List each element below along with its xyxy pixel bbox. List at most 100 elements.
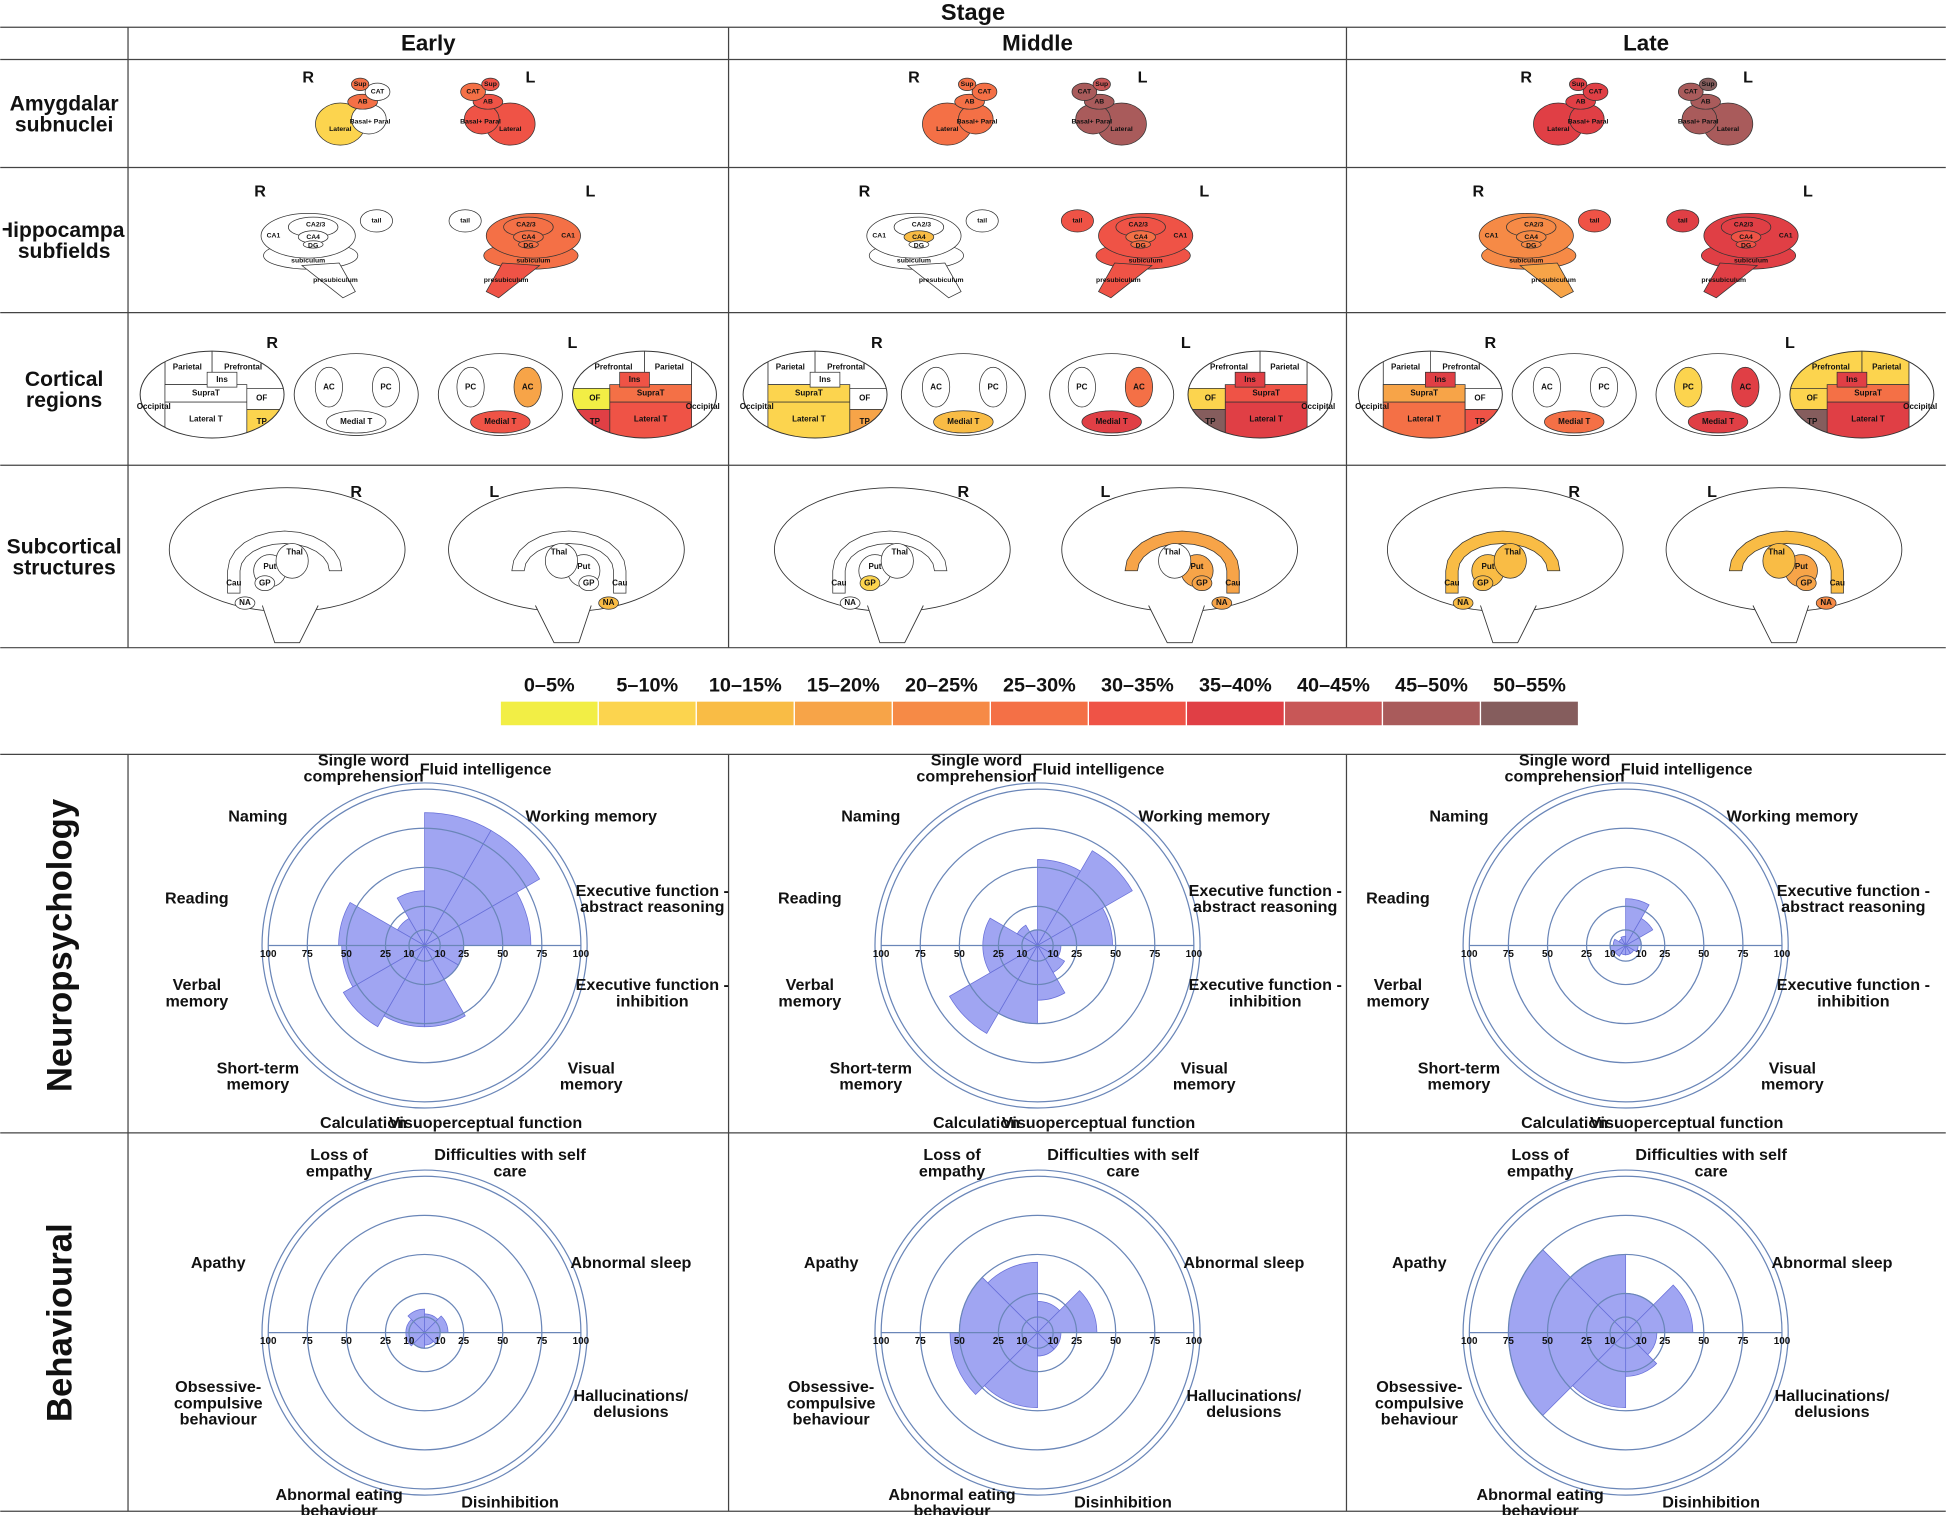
region-label: Ins bbox=[1434, 375, 1446, 384]
category-label: Verbal memory bbox=[766, 971, 853, 1016]
region-label: Prefrontal bbox=[1812, 362, 1850, 371]
brainstem bbox=[262, 606, 318, 643]
side-label: L bbox=[1101, 483, 1111, 501]
region-label: Sup bbox=[961, 81, 974, 88]
region-label: GP bbox=[864, 578, 876, 587]
category-label-box: Verbal memory bbox=[1355, 971, 1442, 1016]
region-label: tail bbox=[372, 218, 382, 225]
side-label: R bbox=[1520, 68, 1532, 86]
brain-region bbox=[138, 345, 165, 444]
region-label: AC bbox=[1740, 382, 1752, 391]
side-label: L bbox=[567, 334, 577, 352]
r-tick-label: 75 bbox=[1503, 949, 1515, 960]
r-tick-label: 100 bbox=[873, 1336, 890, 1347]
category-label: Disinhibition bbox=[1643, 1480, 1779, 1515]
region-label: CA1 bbox=[267, 233, 281, 240]
side-label: L bbox=[1803, 183, 1813, 201]
category-label-box: Abnormal sleep bbox=[1751, 1240, 1912, 1285]
brain-view: LateralBasal+ ParalABCATSup bbox=[1533, 78, 1608, 145]
brain-view: CauPutThalGPNA bbox=[1062, 488, 1298, 643]
region-label: Sup bbox=[1572, 81, 1585, 88]
category-label-box: Verbal memory bbox=[153, 971, 240, 1016]
legend-swatch bbox=[794, 701, 892, 726]
region-label: Put bbox=[1191, 562, 1204, 571]
region-label: Lateral bbox=[329, 126, 351, 133]
brain-view: subiculumpresubiculumCA1CA2/3CA4DGtail bbox=[1667, 210, 1799, 298]
brain-view: LateralBasal+ ParalABCATSup bbox=[1678, 78, 1753, 145]
region-label: GP bbox=[1196, 578, 1208, 587]
category-label-box: Calculation bbox=[302, 1101, 426, 1146]
region-label: Cau bbox=[226, 578, 241, 587]
side-label: L bbox=[1181, 334, 1191, 352]
region-label: DG bbox=[1136, 242, 1146, 249]
region-label: OF bbox=[589, 393, 600, 402]
r-tick-label: 50 bbox=[1698, 949, 1710, 960]
region-label: Occipital bbox=[1355, 402, 1389, 411]
side-label: L bbox=[1138, 68, 1148, 86]
row-label: Cortical regions bbox=[3, 313, 126, 466]
category-label-box: Loss of empathy bbox=[1491, 1141, 1590, 1186]
r-tick-label: 75 bbox=[302, 1336, 314, 1347]
category-label-box: Hallucinations/ delusions bbox=[1764, 1381, 1900, 1426]
region-label: subiculum bbox=[1129, 257, 1163, 264]
r-tick-label: 75 bbox=[915, 1336, 927, 1347]
r-tick-label: 10 bbox=[403, 1336, 415, 1347]
polar-chart: 1010252550507575100100 bbox=[873, 1170, 1203, 1495]
region-label: CA4 bbox=[1739, 234, 1753, 241]
category-label-box: Abnormal sleep bbox=[1163, 1240, 1324, 1285]
category-label: Obsessive-compulsive behaviour bbox=[1351, 1381, 1487, 1426]
r-tick-label: 75 bbox=[915, 949, 927, 960]
category-label: Loss of empathy bbox=[902, 1141, 1001, 1186]
side-label: R bbox=[302, 68, 314, 86]
brain-view: LateralBasal+ ParalABCATSup bbox=[315, 78, 390, 145]
side-label: R bbox=[266, 334, 278, 352]
r-tick-label: 100 bbox=[573, 1336, 590, 1347]
region-label: Basal+ Paral bbox=[957, 118, 998, 125]
category-label-box: Calculation bbox=[1503, 1101, 1627, 1146]
row-label-box: Subcortical structures bbox=[3, 465, 126, 647]
region-label: Put bbox=[868, 562, 881, 571]
category-label-box: Naming bbox=[208, 793, 307, 838]
region-label: CA1 bbox=[1485, 233, 1499, 240]
category-label: Short-term memory bbox=[1409, 1053, 1508, 1098]
region-label: Prefrontal bbox=[224, 362, 262, 371]
region-label: CA1 bbox=[1779, 233, 1793, 240]
brain-view: subiculumpresubiculumCA1CA2/3CA4DGtail bbox=[449, 210, 581, 298]
region-label: TP bbox=[1475, 417, 1486, 426]
category-label-box: Apathy bbox=[782, 1240, 881, 1285]
side-label: L bbox=[1707, 483, 1717, 501]
legend-swatch bbox=[1284, 701, 1382, 726]
category-label: Executive function - inhibition bbox=[569, 971, 737, 1016]
region-label: AB bbox=[1094, 99, 1104, 106]
category-label-box: Verbal memory bbox=[766, 971, 853, 1016]
r-tick-label: 75 bbox=[1149, 1336, 1161, 1347]
region-label: CA2/3 bbox=[306, 221, 326, 228]
region-label: CA4 bbox=[306, 234, 320, 241]
legend-label: 10–15% bbox=[709, 674, 782, 696]
region-label: Lateral bbox=[1717, 126, 1739, 133]
r-tick-label: 100 bbox=[260, 949, 277, 960]
region-label: Basal+ Paral bbox=[1071, 118, 1112, 125]
category-label-box: Disinhibition bbox=[1055, 1480, 1191, 1515]
r-tick-label: 50 bbox=[1698, 1336, 1710, 1347]
category-label: Hallucinations/ delusions bbox=[563, 1381, 699, 1426]
r-tick-label: 10 bbox=[1636, 949, 1648, 960]
category-label: Naming bbox=[1409, 793, 1508, 838]
brainstem bbox=[1149, 606, 1205, 643]
category-label-box: Short-term memory bbox=[208, 1053, 307, 1098]
row-label-box: Amygdalar subnuclei bbox=[3, 60, 126, 168]
category-label-box: Difficulties with self care bbox=[426, 1141, 594, 1186]
r-tick-label: 100 bbox=[1774, 1336, 1791, 1347]
brain-view: subiculumpresubiculumCA1CA2/3CA4DGtail bbox=[1479, 210, 1611, 298]
category-label-box: Naming bbox=[1409, 793, 1508, 838]
region-label: AC bbox=[930, 382, 942, 391]
r-tick-label: 10 bbox=[435, 949, 447, 960]
region-label: NA bbox=[844, 598, 856, 607]
region-label: presubiculum bbox=[1096, 277, 1141, 284]
category-label: Visual memory bbox=[1749, 1053, 1836, 1098]
region-label: Cau bbox=[831, 578, 846, 587]
region-label: Lateral bbox=[936, 126, 958, 133]
legend-swatch bbox=[500, 701, 598, 726]
category-label: Disinhibition bbox=[442, 1480, 578, 1515]
